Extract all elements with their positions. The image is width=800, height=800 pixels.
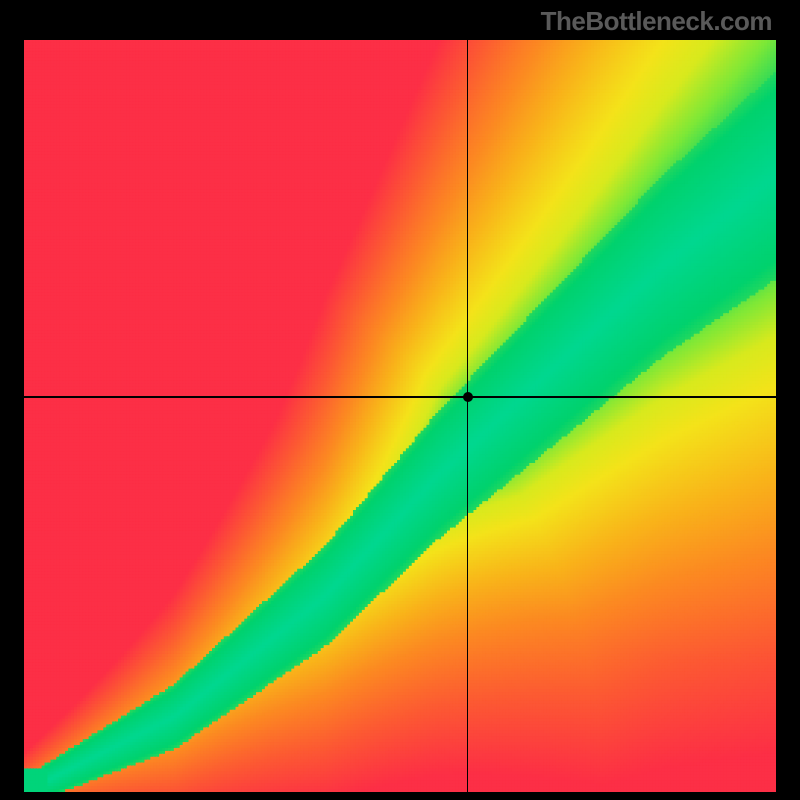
marker-dot <box>463 392 473 402</box>
watermark-text: TheBottleneck.com <box>541 6 772 37</box>
heatmap-canvas <box>24 40 776 792</box>
crosshair-vertical <box>467 40 469 792</box>
crosshair-horizontal <box>24 396 776 398</box>
plot-frame <box>24 40 776 792</box>
chart-container: TheBottleneck.com <box>0 0 800 800</box>
